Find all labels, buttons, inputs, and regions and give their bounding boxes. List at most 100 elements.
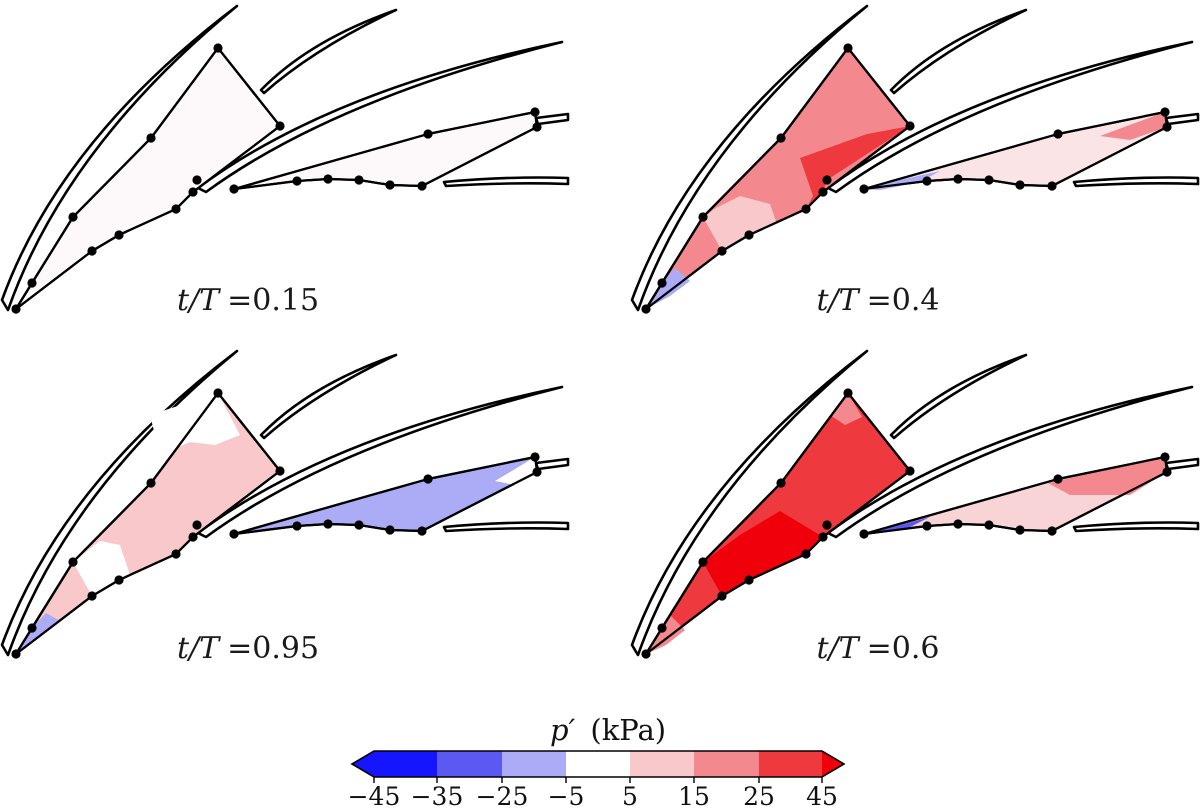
sensor-point [417,181,427,191]
colorbar-segment [374,751,437,777]
sensor-point [192,175,202,185]
sensor-point [87,246,97,256]
sensor-point [1053,474,1063,484]
contour-patch [864,171,940,190]
colorbar-title-unit: (kPa) [590,713,666,747]
colorbar-tick-label: −45 [348,782,401,811]
contour-patch [800,126,910,209]
passage-region-outline [862,110,1169,191]
sensor-point [801,549,811,559]
panel-label: t/T =0.4 [816,283,939,318]
panel-label: t/T =0.15 [177,283,319,318]
sensor-point [953,519,963,529]
colorbar-tick-label: 15 [678,782,710,811]
sensor-point [1162,467,1172,477]
sensor-point [843,388,853,398]
panel-p4 [630,349,1200,659]
sensor-point [87,591,97,601]
sensor-point [1015,180,1025,190]
colorbar-min-arrow [352,751,374,777]
sensor-point [822,520,832,530]
blade-outlines [0,4,570,312]
sensor-point [641,649,651,659]
sensor-point [1015,525,1025,535]
sensor-point [292,176,302,186]
sensor-point [292,521,302,531]
panel-label-var: t/T [177,283,221,318]
sensor-point [744,230,754,240]
sensor-point [354,175,364,185]
sensor-point [698,557,708,567]
contour-patch [646,615,685,654]
sensor-point [27,278,37,288]
sensor-line [645,391,911,655]
sensor-point [192,520,202,530]
panel-label-var: t/T [816,631,860,666]
panel-p3 [0,349,570,659]
sensor-point [385,525,395,535]
sensor-point [657,278,667,288]
panel-label-var: t/T [816,283,860,318]
panel-label-value: =0.4 [867,283,940,318]
sensor-point [229,529,239,539]
sensor-point [530,452,540,462]
sensor-line [15,391,281,655]
sensor-point [68,557,78,567]
sensor-point [984,520,994,530]
sensor-point [776,133,786,143]
sensor-point [922,176,932,186]
colorbar: p′ (kPa) −45 −35 −25 −5 5 15 25 45 [348,713,846,811]
sensor-point [843,43,853,53]
contour-patch [73,541,130,596]
contour-patch [703,511,823,596]
sensor-point [275,121,285,131]
panel-p1 [0,4,570,314]
colorbar-tick-label: 5 [622,782,638,811]
sensor-point [423,129,433,139]
sensor-point [744,575,754,585]
colorbar-tick-label: −25 [476,782,529,811]
sensor-point [698,212,708,222]
sensor-line [15,46,281,310]
sensor-point [114,230,124,240]
sensor-point [275,466,285,476]
contour-patch [830,393,862,425]
sensor-point [68,212,78,222]
colorbar-tick-label: −5 [548,782,585,811]
sensor-point [859,184,869,194]
sensor-point [1160,107,1170,117]
sensor-point [818,532,828,542]
sensor-point [530,107,540,117]
sensor-point [922,521,932,531]
sensor-point [532,467,542,477]
colorbar-segment [502,751,566,777]
sensor-point [717,246,727,256]
colorbar-title-symbol: p′ [550,713,576,747]
sensor-point [188,187,198,197]
sensor-point [354,520,364,530]
sensor-point [114,575,124,585]
sensor-point [1160,452,1170,462]
contour-patch [1048,457,1167,495]
sensor-point [323,519,333,529]
sensor-point [1053,129,1063,139]
passage-region-outline [862,455,1169,536]
colorbar-title: p′ (kPa) [550,713,666,747]
sensor-point [417,526,427,536]
colorbar-max-arrow [822,751,844,777]
colorbar-segment [759,751,822,777]
colorbar-tick-label: −35 [411,782,464,811]
sensor-point [859,529,869,539]
panel-label: t/T =0.6 [816,631,939,666]
panel-label-var: t/T [177,631,221,666]
blade-outlines [0,349,570,657]
sensor-point [213,388,223,398]
panel-label-value: =0.15 [227,283,319,318]
sensor-point [905,121,915,131]
sensor-line [645,46,911,310]
sensor-point [532,122,542,132]
sensor-point [146,133,156,143]
passage-region-outline [232,455,539,536]
passage-region-outline [232,110,539,191]
